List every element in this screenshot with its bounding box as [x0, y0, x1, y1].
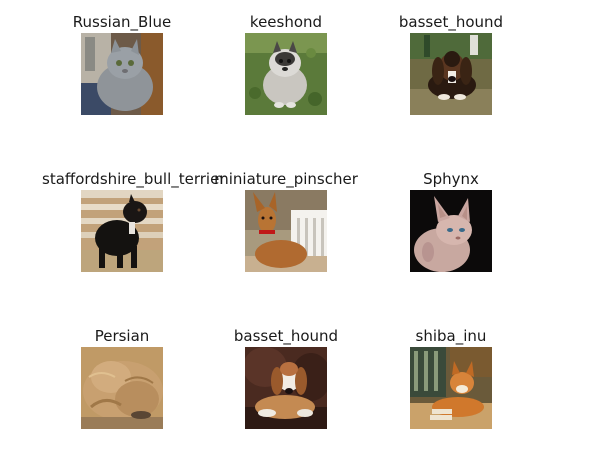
pet-photo-russian-blue [81, 33, 163, 115]
grid-panel: basset_hound [206, 327, 366, 437]
pet-photo-sphynx [410, 190, 492, 272]
panel-title: staffordshire_bull_terrier [42, 170, 226, 188]
grid-panel: Persian [42, 327, 202, 437]
pet-photo-miniature-pinscher [245, 190, 327, 272]
panel-title: miniature_pinscher [214, 170, 358, 188]
grid-panel: Sphynx [371, 170, 531, 280]
grid-panel: miniature_pinscher [206, 170, 366, 280]
pet-photo-keeshond [245, 33, 327, 115]
pet-photo-persian [81, 347, 163, 429]
panel-title: shiba_inu [415, 327, 487, 345]
panel-title: Russian_Blue [72, 13, 172, 31]
grid-panel: keeshond [206, 13, 366, 123]
pet-photo-basset-hound [245, 347, 327, 429]
panel-title: keeshond [249, 13, 323, 31]
panel-title: basset_hound [398, 13, 504, 31]
grid-panel: Russian_Blue [42, 13, 202, 123]
panel-title: Persian [94, 327, 150, 345]
pet-photo-staffordshire-bull-terrier [81, 190, 163, 272]
grid-panel: shiba_inu [371, 327, 531, 437]
grid-panel: basset_hound [371, 13, 531, 123]
pet-photo-basset-hound [410, 33, 492, 115]
panel-title: basset_hound [233, 327, 339, 345]
grid-panel: staffordshire_bull_terrier [42, 170, 226, 280]
pet-photo-shiba-inu [410, 347, 492, 429]
panel-title: Sphynx [423, 170, 479, 188]
